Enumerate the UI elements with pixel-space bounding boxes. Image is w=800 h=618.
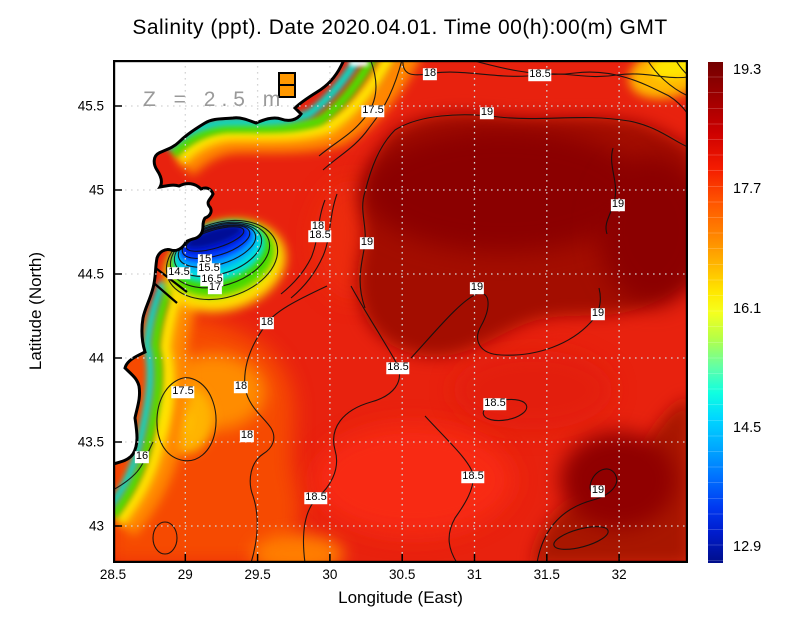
contour-label: 16	[134, 450, 150, 463]
figure-title: Salinity (ppt). Date 2020.04.01. Time 00…	[132, 16, 668, 39]
contour-label: 18.5	[461, 470, 485, 483]
contour-label: 18.5	[528, 68, 552, 81]
x-tick-label: 30.5	[389, 567, 416, 582]
x-tick-label: 29	[177, 567, 193, 582]
colorbar-tick-label: 19.3	[733, 62, 762, 78]
contour-label: 18.5	[386, 361, 410, 374]
colorbar-tick-labels: 19.3 17.7 16.1 14.5 12.9	[733, 62, 793, 563]
map-area: 18 18.5 17.5 19 19 18 18.5 19 15 15.5 14.5 16.5 17 19…	[113, 60, 688, 563]
contour-label: 18.5	[308, 229, 332, 242]
contour-label: 19	[479, 106, 495, 119]
sea-color-field	[113, 60, 688, 563]
contour-label: 17	[207, 281, 223, 294]
tick-marks	[113, 105, 620, 561]
colorbar-tick-label: 16.1	[733, 300, 762, 317]
land-mass	[113, 60, 368, 466]
salinity-field-plot	[113, 60, 688, 563]
x-tick-label: 30	[322, 567, 338, 582]
contour-label: 17.5	[361, 104, 385, 117]
y-tick-label: 44.5	[77, 266, 104, 282]
x-tick-label: 31.5	[533, 567, 560, 582]
contour-label: 15.5	[197, 262, 221, 275]
colorbar-tick-label: 17.7	[733, 181, 762, 198]
coastline	[113, 60, 346, 466]
x-tick-label: 28.5	[99, 567, 127, 582]
contour-label: 18	[310, 220, 326, 233]
contour-label: 19	[590, 307, 606, 320]
contour-label: 19	[590, 484, 606, 497]
y-tick-label: 43	[88, 518, 104, 534]
x-tick-labels: 28.5 29 29.5 30 30.5 31 31.5 32	[100, 567, 688, 585]
contour-label: 16.5	[200, 273, 224, 286]
contour-label: 19	[610, 198, 626, 211]
contour-label: 18	[239, 429, 255, 442]
masked-cells	[350, 60, 368, 66]
x-tick-label: 29.5	[244, 567, 271, 582]
y-tick-label: 44	[88, 350, 104, 366]
depth-annotation: Z = 2.5 m	[143, 88, 287, 111]
colorbar-tick-label: 14.5	[733, 419, 762, 436]
y-tick-labels: 45.5 45 44.5 44 43.5 43	[0, 60, 107, 563]
y-tick-label: 45	[88, 182, 104, 198]
x-tick-label: 32	[611, 567, 627, 582]
contour-label: 19	[359, 236, 375, 249]
contour-label: 18	[233, 380, 249, 393]
contour-label: 18	[422, 67, 438, 80]
contour-label: 17.5	[171, 385, 195, 398]
contour-label: 18	[259, 316, 275, 329]
plot-border	[113, 60, 688, 563]
contour-label: 19	[469, 281, 485, 294]
x-tick-label: 31	[466, 567, 483, 582]
x-axis-label: Longitude (East)	[338, 588, 463, 607]
colorbar-tick-label: 12.9	[733, 539, 762, 555]
coastal-plume-bands	[113, 60, 421, 537]
colorbar	[708, 62, 723, 563]
y-tick-label: 43.5	[77, 434, 104, 450]
contour-label: 18.5	[304, 491, 328, 504]
y-tick-label: 45.5	[77, 98, 104, 114]
contour-label: 14.5	[167, 266, 191, 279]
contour-label: 18.5	[483, 397, 507, 410]
contour-label: 15	[197, 253, 213, 266]
